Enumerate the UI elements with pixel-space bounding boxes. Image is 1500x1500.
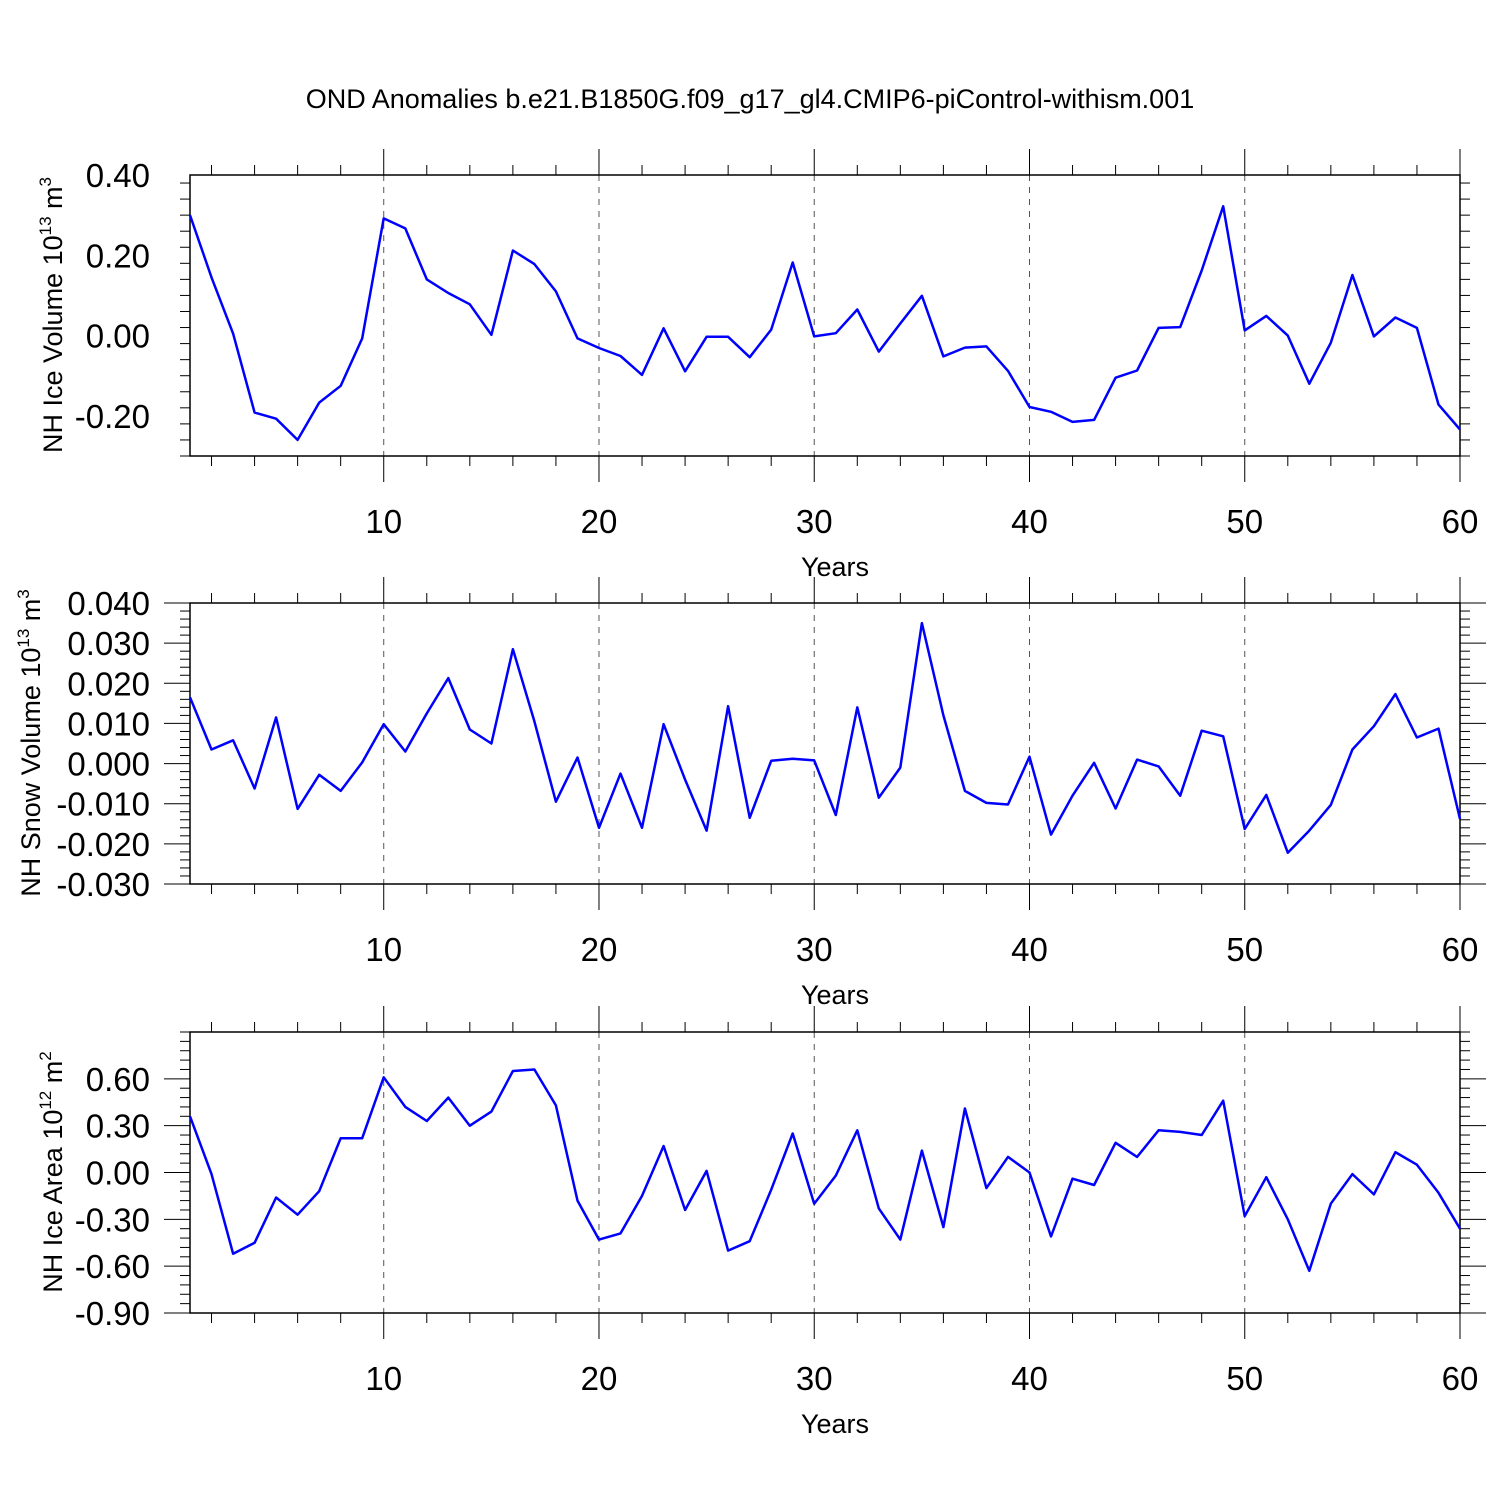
y-axis-label: NH Snow Volume 1013 m3 [14, 589, 46, 897]
x-tick-label: 20 [581, 931, 618, 968]
y-tick-label: 0.40 [86, 157, 150, 194]
plot-frame [189, 174, 1461, 457]
y-tick-label: 0.60 [86, 1061, 150, 1098]
y-tick-label: 0.010 [67, 705, 150, 742]
series-line [188, 1068, 1462, 1273]
x-tick-label: 50 [1226, 1360, 1263, 1397]
plot-panel-1: -0.20 0.00 0.20 0.40 10 20 30 40 50 60 Years NH Ice… [36, 149, 1478, 582]
x-tick-label: 20 [581, 1360, 618, 1397]
x-tick-label: 10 [365, 503, 402, 540]
x-tick-label: 50 [1226, 931, 1263, 968]
y-tick-label: -0.010 [56, 786, 150, 823]
x-tick-label: 50 [1226, 503, 1263, 540]
y-tick-label: 0.20 [86, 237, 150, 274]
y-tick-label: 0.020 [67, 665, 150, 702]
x-tick-label: 40 [1011, 931, 1048, 968]
y-tick-label: 0.040 [67, 585, 150, 622]
x-tick-label: 40 [1011, 1360, 1048, 1397]
x-tick-label: 40 [1011, 503, 1048, 540]
y-tick-label: 0.000 [67, 746, 150, 783]
y-tick-label: 0.30 [86, 1108, 150, 1145]
x-tick-label: 30 [796, 1360, 833, 1397]
x-axis-label: Years [801, 980, 869, 1010]
y-tick-label: 0.030 [67, 625, 150, 662]
y-tick-label: -0.020 [56, 826, 150, 863]
x-tick-label: 60 [1442, 1360, 1479, 1397]
series-line [188, 205, 1461, 442]
x-tick-label: 20 [581, 503, 618, 540]
x-tick-label: 30 [796, 931, 833, 968]
x-tick-label: 30 [796, 503, 833, 540]
x-tick-label: 60 [1442, 931, 1479, 968]
plot-frame [189, 602, 1461, 885]
series-line [188, 621, 1462, 854]
chart-title: OND Anomalies b.e21.B1850G.f09_g17_gl4.C… [305, 84, 1195, 114]
plot-frame [189, 1031, 1461, 1314]
y-tick-label: -0.90 [75, 1295, 150, 1332]
y-tick-label: -0.60 [75, 1248, 150, 1285]
y-tick-label: -0.030 [56, 866, 150, 903]
y-tick-label: 0.00 [86, 1155, 150, 1192]
x-tick-label: 60 [1442, 503, 1479, 540]
y-axis-label: NH Ice Area 1012 m2 [36, 1051, 68, 1292]
x-tick-label: 10 [365, 931, 402, 968]
x-tick-label: 10 [365, 1360, 402, 1397]
x-axis-label: Years [801, 552, 869, 582]
y-tick-label: -0.20 [75, 398, 150, 435]
y-axis-label: NH Ice Volume 1013 m3 [36, 177, 68, 453]
plot-panel-3: -0.90 -0.60 -0.30 0.00 0.30 0.60 10 20 30 40 50 60 Y… [36, 1006, 1486, 1439]
x-axis-label: Years [801, 1409, 869, 1439]
y-tick-label: 0.00 [86, 318, 150, 355]
y-tick-label: -0.30 [75, 1201, 150, 1238]
